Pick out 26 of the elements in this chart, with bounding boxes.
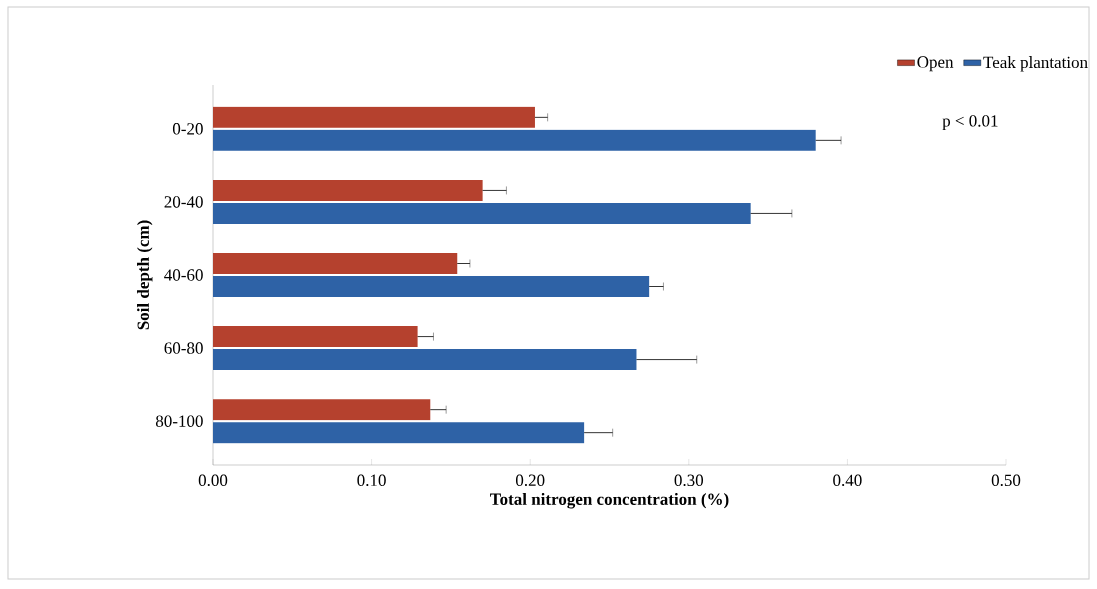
legend-label: Open [917, 56, 954, 72]
x-tick-label: 0.40 [833, 474, 862, 487]
y-tick-label: 60-80 [164, 342, 203, 354]
x-tick-label: 0.50 [991, 474, 1021, 487]
bar [213, 106, 535, 128]
bar [213, 399, 431, 421]
bar [213, 276, 650, 297]
x-tick-label: 0.30 [674, 474, 704, 487]
x-axis-title: Total nitrogen concentration (%) [490, 492, 729, 509]
y-axis-title: Soil depth (cm) [137, 220, 153, 330]
bar [213, 129, 816, 151]
y-tick-label: 0-20 [172, 123, 203, 135]
y-tick-label: 80-100 [155, 415, 203, 427]
bar [213, 202, 751, 224]
bar [213, 253, 458, 274]
bar [213, 326, 418, 348]
y-tick-label: 20-40 [164, 196, 203, 208]
x-tick-label: 0.10 [357, 474, 386, 487]
annotation: p < 0.01 [942, 115, 998, 131]
y-tick-label: 40-60 [164, 269, 203, 281]
x-tick-label: 0.00 [198, 474, 228, 487]
x-tick-label: 0.20 [515, 474, 545, 487]
bar [213, 349, 637, 371]
legend-label: Teak plantation [983, 56, 1088, 72]
bar [213, 179, 483, 201]
bar [213, 422, 585, 444]
